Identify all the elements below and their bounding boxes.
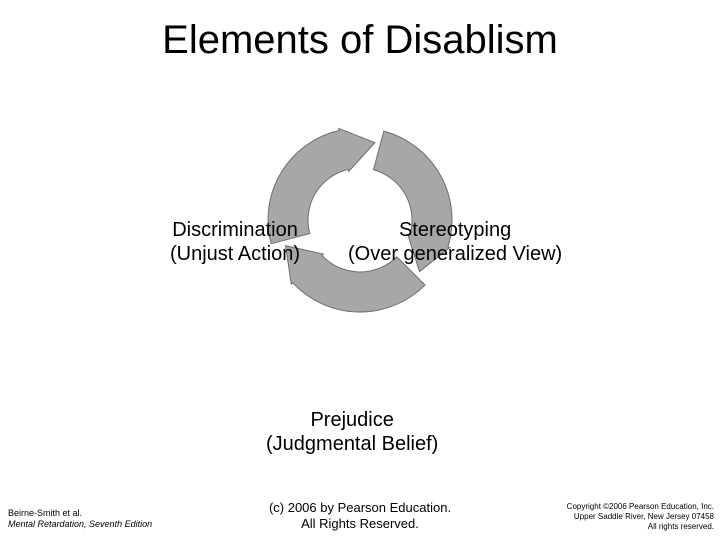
label-line: Discrimination <box>172 219 298 241</box>
footer-copyright-right: Copyright ©2006 Pearson Education, Inc. … <box>567 502 714 532</box>
label-line: Prejudice <box>310 409 393 431</box>
footer-line: All rights reserved. <box>567 522 714 532</box>
footer-line: Mental Retardation, Seventh Edition <box>8 519 152 530</box>
label-line: (Over generalized View) <box>348 243 562 265</box>
footer-line: Upper Saddle River, New Jersey 07458 <box>567 512 714 522</box>
cycle-label-prejudice: Prejudice (Judgmental Belief) <box>266 408 438 456</box>
footer-line: Copyright ©2006 Pearson Education, Inc. <box>567 502 714 512</box>
footer-line: (c) 2006 by Pearson Education. <box>269 500 451 516</box>
cycle-label-stereotyping: Stereotyping (Over generalized View) <box>348 218 562 266</box>
footer-line: Beirne-Smith et al. <box>8 508 152 519</box>
cycle-label-discrimination: Discrimination (Unjust Action) <box>170 218 300 266</box>
label-line: (Unjust Action) <box>170 243 300 265</box>
label-line: Stereotyping <box>399 219 511 241</box>
label-line: (Judgmental Belief) <box>266 433 438 455</box>
footer-copyright-center: (c) 2006 by Pearson Education. All Right… <box>269 500 451 533</box>
slide: Elements of Disablism Discrimination (Un… <box>0 0 720 540</box>
footer-line: All Rights Reserved. <box>269 516 451 532</box>
footer-citation-left: Beirne-Smith et al. Mental Retardation, … <box>8 508 152 531</box>
page-title: Elements of Disablism <box>0 18 720 63</box>
